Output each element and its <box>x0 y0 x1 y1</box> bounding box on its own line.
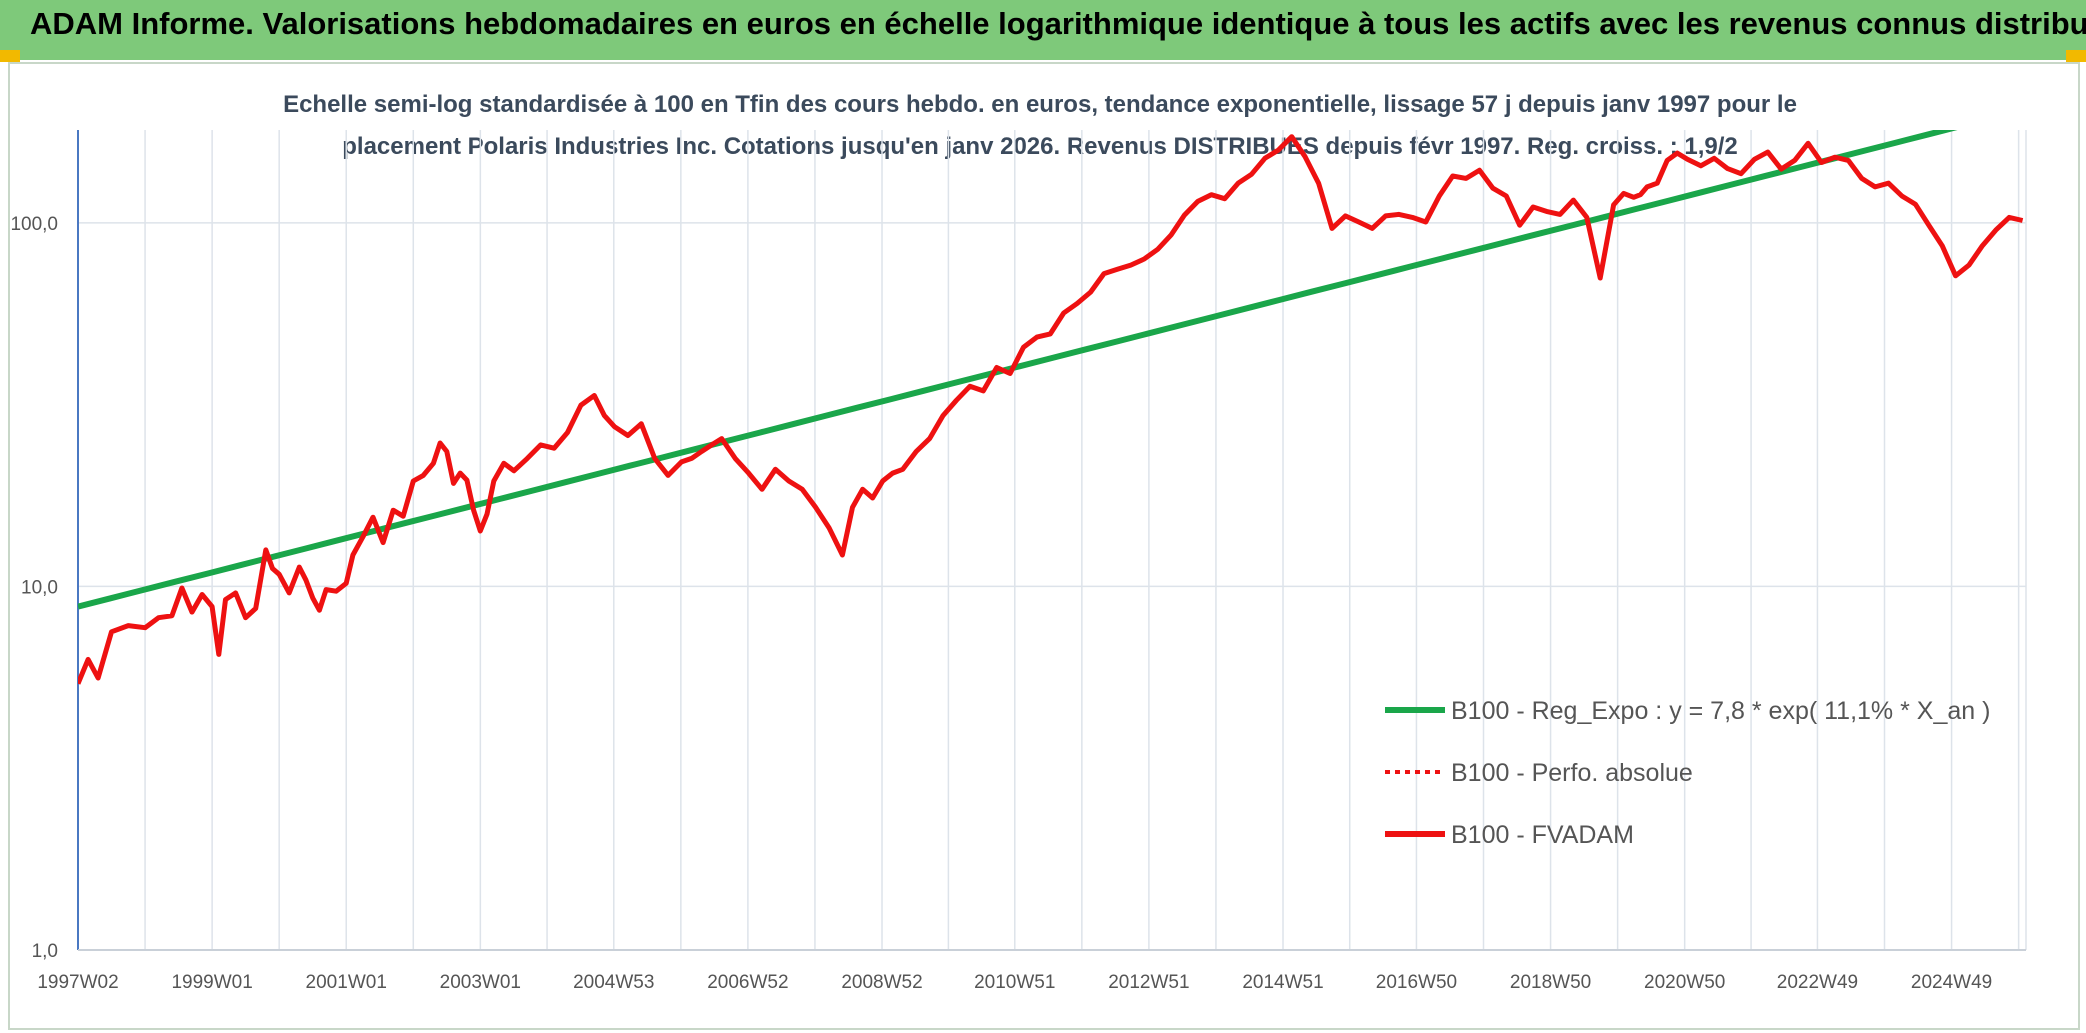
legend-label: B100 - Reg_Expo : y = 7,8 * exp( 11,1% *… <box>1451 697 1990 725</box>
y-tick-label: 10,0 <box>21 577 58 598</box>
x-tick-label: 2003W01 <box>440 972 521 993</box>
axis-layer: 1,0 10,0 100,0 1997W02 1999W01 2001W01 2003W01… <box>10 130 2026 993</box>
x-tick-label: 2001W01 <box>306 972 387 993</box>
x-tick-label: 2022W49 <box>1777 972 1858 993</box>
x-tick-label: 2016W50 <box>1376 972 1457 993</box>
chart-title-line-1: Echelle semi-log standardisée à 100 en T… <box>283 91 1797 118</box>
corner-marker-right <box>2066 50 2086 62</box>
x-tick-label: 2006W52 <box>707 972 788 993</box>
x-tick-label: 1999W01 <box>171 972 252 993</box>
x-tick-label: 2010W51 <box>974 972 1055 993</box>
x-tick-label: 2014W51 <box>1242 972 1323 993</box>
y-tick-label: 100,0 <box>10 214 58 235</box>
x-tick-label: 2004W53 <box>573 972 654 993</box>
fvadam-line <box>78 134 2024 685</box>
series-layer <box>78 130 2024 685</box>
trend-line <box>78 130 1958 610</box>
y-tick-label: 1,0 <box>32 941 58 962</box>
chart-title-line-2: placement Polaris Industries Inc. Cotati… <box>342 133 1738 160</box>
banner-title: ADAM Informe. Valorisations hebdomadaire… <box>30 6 2086 41</box>
grid-layer <box>77 130 2027 950</box>
legend: B100 - Reg_Expo : y = 7,8 * exp( 11,1% *… <box>1385 697 1990 849</box>
x-tick-label: 1997W02 <box>37 972 118 993</box>
x-tick-label: 2012W51 <box>1108 972 1189 993</box>
legend-label: B100 - Perfo. absolue <box>1451 759 1693 787</box>
x-tick-label: 2008W52 <box>841 972 922 993</box>
chart-frame <box>8 62 2080 1030</box>
x-tick-label: 2020W50 <box>1644 972 1725 993</box>
legend-label: B100 - FVADAM <box>1451 821 1634 849</box>
banner <box>0 0 2086 60</box>
x-tick-label: 2024W49 <box>1911 972 1992 993</box>
corner-marker-left <box>0 50 20 62</box>
x-tick-label: 2018W50 <box>1510 972 1591 993</box>
